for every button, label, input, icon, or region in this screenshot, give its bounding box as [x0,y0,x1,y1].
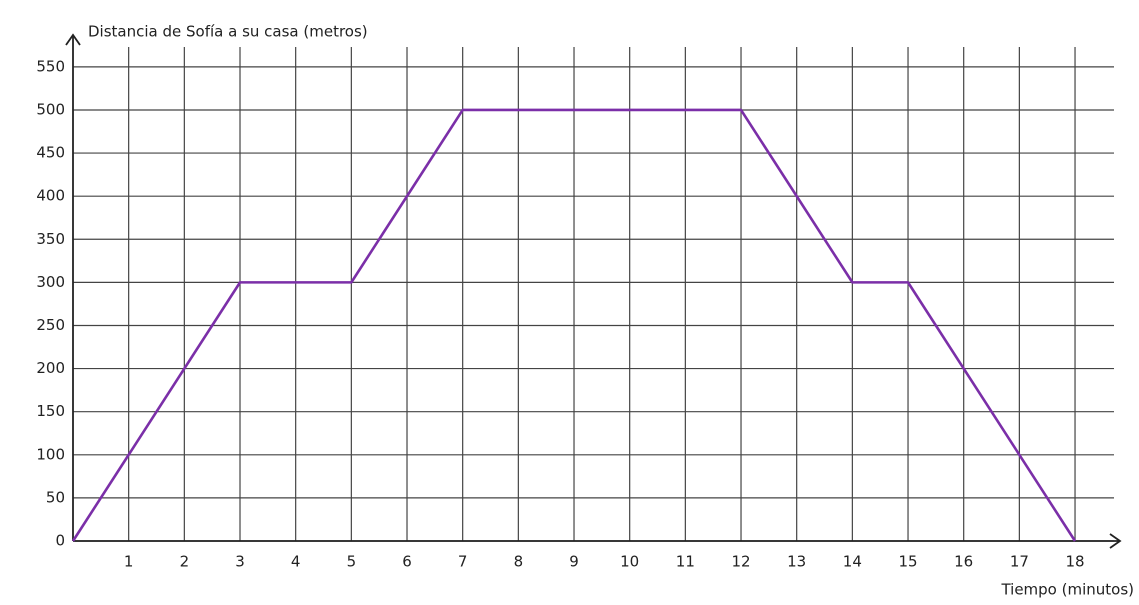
x-tick-label: 16 [954,553,973,571]
x-tick-label: 9 [569,553,579,571]
y-axis-title: Distancia de Sofía a su casa (metros) [88,23,368,41]
x-axis-title: Tiempo (minutos) [1000,581,1134,599]
x-tick-label: 3 [235,553,245,571]
x-tick-label: 17 [1010,553,1029,571]
y-tick-label: 500 [36,100,65,118]
x-tick-label: 4 [291,553,301,571]
y-tick-label: 550 [36,57,65,75]
x-axis-arrow [1109,533,1122,549]
x-tick-label: 18 [1065,553,1084,571]
x-tick-label: 11 [676,553,695,571]
y-tick-label: 400 [36,187,65,205]
x-tick-label: 1 [124,553,134,571]
data-line [71,108,1077,542]
y-tick-label: 250 [36,316,65,334]
y-tick-label: 100 [36,445,65,463]
y-tick-label: 350 [36,230,65,248]
y-tick-label: 450 [36,144,65,162]
x-tick-label: 15 [898,553,917,571]
y-axis-arrow [65,33,81,46]
y-tick-label: 200 [36,359,65,377]
x-tick-label: 2 [180,553,190,571]
y-tick-label: 0 [55,532,65,550]
x-tick-label: 14 [843,553,862,571]
y-tick-label: 150 [36,402,65,420]
y-tick-label: 50 [46,488,65,506]
x-tick-label: 5 [347,553,357,571]
x-tick-label: 13 [787,553,806,571]
x-tick-label: 10 [620,553,639,571]
y-tick-label: 300 [36,273,65,291]
x-tick-label: 12 [731,553,750,571]
x-tick-label: 8 [514,553,524,571]
x-tick-label: 7 [458,553,468,571]
x-tick-label: 6 [402,553,412,571]
